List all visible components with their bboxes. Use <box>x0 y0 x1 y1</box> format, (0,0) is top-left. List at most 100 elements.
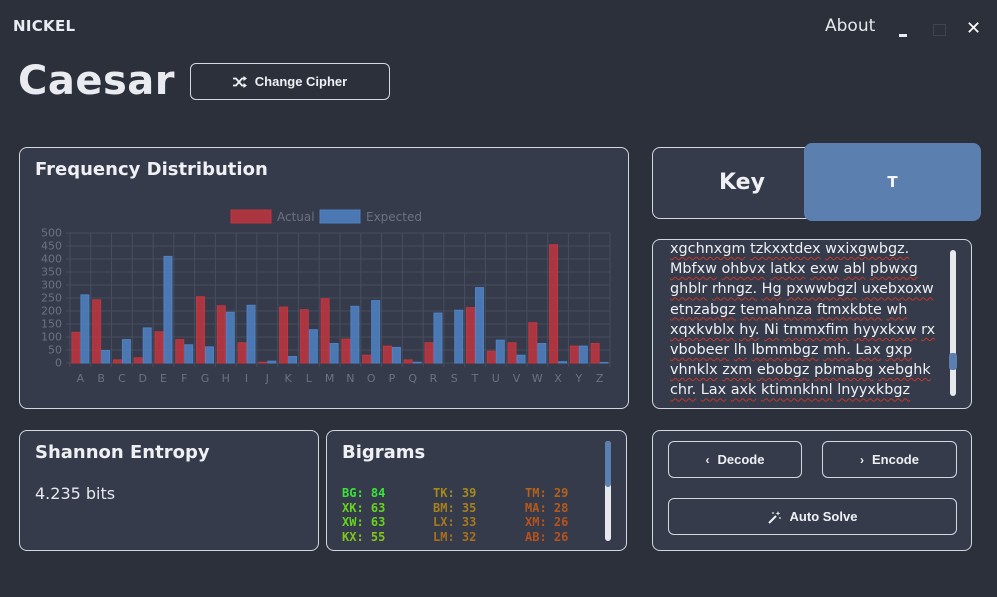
frequency-panel: Frequency Distribution 0 50 100 150 200 250 30… <box>19 147 629 409</box>
y-tick-label: 400 <box>41 253 62 266</box>
x-tick-label: F <box>181 372 187 385</box>
y-tick-label: 450 <box>41 240 62 253</box>
y-tick-label: 50 <box>48 344 62 357</box>
text-word: lh <box>733 342 747 359</box>
bigrams-panel: Bigrams BG: 84 XK: 63 XW: 63 KX: 55 TK: 39 BM… <box>326 430 627 551</box>
x-tick-label: W <box>532 372 543 385</box>
encode-button[interactable]: › Encode <box>822 441 957 478</box>
y-tick-label: 250 <box>41 292 62 305</box>
text-word: tmmxfim <box>783 321 849 338</box>
bar-actual <box>237 342 247 364</box>
bar-expected <box>184 344 194 364</box>
bar-expected <box>537 343 547 364</box>
text-word: pbmabg <box>814 362 874 379</box>
x-tick-label: U <box>492 372 500 385</box>
bar-actual <box>569 345 579 364</box>
x-tick-label: D <box>138 372 146 385</box>
decode-button[interactable]: ‹ Decode <box>668 441 802 478</box>
text-word: ftmxkbte <box>816 301 882 318</box>
bar-expected <box>101 350 111 364</box>
auto-solve-label: Auto Solve <box>789 509 858 524</box>
about-link[interactable]: About <box>825 16 876 36</box>
title-bar: NICKEL About ✕ <box>0 0 997 50</box>
bar-actual <box>299 309 309 364</box>
bar-expected <box>246 304 256 364</box>
bigram-item: MA: 28 <box>525 500 569 515</box>
shuffle-icon <box>232 75 247 88</box>
x-tick-label: Z <box>596 372 604 385</box>
bar-actual <box>466 307 475 364</box>
maximize-button[interactable] <box>931 20 947 38</box>
bigram-item: AB: 26 <box>525 529 569 542</box>
chevron-left-icon: ‹ <box>705 452 710 467</box>
bar-actual <box>133 357 143 364</box>
bar-expected <box>391 346 401 364</box>
text-word: Lax <box>700 382 727 399</box>
bigrams-scrollbar-thumb[interactable] <box>605 441 611 487</box>
text-word: rhngz. <box>711 281 758 298</box>
cipher-text-area[interactable]: xgchnxgm tzkxxtdex wxixgwbgz. Mbfxw ohbv… <box>670 240 948 401</box>
bar-actual <box>507 342 517 364</box>
bar-actual <box>424 342 434 364</box>
text-scrollbar-thumb[interactable] <box>949 353 957 370</box>
bar-expected <box>495 339 505 364</box>
text-word: hyyxkxw <box>853 321 917 338</box>
text-word: ebobgz <box>756 362 810 379</box>
text-word: pxwwbgzl <box>786 281 858 298</box>
x-tick-label: S <box>451 372 458 385</box>
cipher-title: Caesar <box>18 58 176 104</box>
x-tick-label: N <box>346 372 354 385</box>
key-label: Key <box>719 170 765 195</box>
text-word: hy. <box>739 321 760 338</box>
text-word: latkx <box>770 261 806 278</box>
bar-expected <box>475 287 484 364</box>
text-word: vbobeer <box>670 342 730 359</box>
auto-solve-button[interactable]: Auto Solve <box>668 498 957 535</box>
bigram-item: KX: 55 <box>342 529 386 542</box>
change-cipher-button[interactable]: Change Cipher <box>190 63 390 100</box>
bigram-list: BG: 84 XK: 63 XW: 63 KX: 55 TK: 39 BM: 35 LX: … <box>342 486 597 542</box>
bar-expected <box>225 311 235 364</box>
x-tick-label: O <box>367 372 376 385</box>
bigram-item: XW: 63 <box>342 515 386 530</box>
y-tick-label: 350 <box>41 266 62 279</box>
text-word: Lax <box>855 342 881 359</box>
bar-actual <box>590 343 600 364</box>
text-word: ktimnkhnl <box>760 382 833 399</box>
y-tick-label: 0 <box>55 357 62 370</box>
text-word: wh <box>886 301 908 318</box>
bar-expected <box>412 361 422 364</box>
change-cipher-label: Change Cipher <box>254 74 348 89</box>
actions-panel: ‹ Decode › Encode Auto Solve <box>652 430 972 551</box>
frequency-title: Frequency Distribution <box>35 159 268 180</box>
text-word: ghblr <box>670 281 708 298</box>
key-input[interactable]: T <box>804 143 981 221</box>
x-tick-label: R <box>430 372 438 385</box>
text-word: temahnza <box>740 301 813 318</box>
text-word: xebghk <box>878 362 931 379</box>
bar-actual <box>175 339 185 364</box>
bar-actual <box>279 306 289 364</box>
y-tick-label: 100 <box>41 331 62 344</box>
bar-expected <box>454 309 464 364</box>
bigrams-scrollbar[interactable] <box>605 441 611 541</box>
minimize-button[interactable] <box>896 20 912 38</box>
bar-actual <box>382 345 392 364</box>
x-tick-label: X <box>554 372 562 385</box>
bar-actual <box>92 299 102 364</box>
bar-actual <box>486 350 496 364</box>
bar-actual <box>258 361 268 364</box>
text-word: pbwxg <box>870 261 918 278</box>
close-button[interactable]: ✕ <box>966 18 982 39</box>
encode-label: Encode <box>872 452 919 467</box>
bigram-item: XM: 26 <box>525 515 569 530</box>
text-scrollbar[interactable] <box>950 250 956 396</box>
entropy-title: Shannon Entropy <box>35 442 210 463</box>
bar-expected <box>142 327 152 364</box>
x-tick-label: L <box>306 372 313 385</box>
text-word: exw <box>810 261 839 278</box>
entropy-value: 4.235 bits <box>35 484 116 503</box>
bigram-item: TK: 39 <box>433 486 477 500</box>
x-tick-label: P <box>389 372 396 385</box>
